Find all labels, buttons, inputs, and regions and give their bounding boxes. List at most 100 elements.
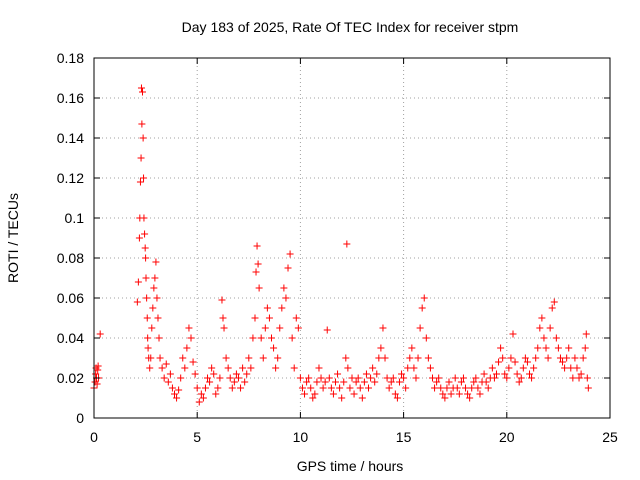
data-point bbox=[195, 398, 203, 406]
data-point bbox=[143, 294, 151, 302]
data-point bbox=[582, 330, 590, 338]
data-point bbox=[96, 330, 104, 338]
x-tick-label: 5 bbox=[193, 429, 201, 445]
data-point bbox=[369, 364, 377, 372]
data-point bbox=[292, 314, 300, 322]
data-point bbox=[412, 374, 420, 382]
data-point bbox=[234, 374, 242, 382]
data-point bbox=[142, 274, 150, 282]
data-point bbox=[577, 370, 585, 378]
data-point bbox=[575, 374, 583, 382]
data-point bbox=[445, 378, 453, 386]
data-point bbox=[212, 390, 220, 398]
data-point bbox=[548, 304, 556, 312]
data-point bbox=[298, 384, 306, 392]
data-point bbox=[447, 390, 455, 398]
data-point bbox=[329, 390, 337, 398]
data-point bbox=[179, 354, 187, 362]
data-point bbox=[517, 374, 525, 382]
data-point bbox=[472, 374, 480, 382]
data-point bbox=[286, 250, 294, 258]
data-point bbox=[443, 384, 451, 392]
grid-lines bbox=[94, 58, 610, 418]
data-point bbox=[278, 304, 286, 312]
data-point bbox=[362, 370, 370, 378]
data-point bbox=[567, 364, 575, 372]
data-point bbox=[218, 296, 226, 304]
data-point bbox=[563, 354, 571, 362]
data-point bbox=[476, 390, 484, 398]
data-point bbox=[201, 384, 209, 392]
data-point bbox=[509, 330, 517, 338]
data-point bbox=[379, 324, 387, 332]
data-point bbox=[536, 324, 544, 332]
data-point bbox=[336, 384, 344, 392]
x-tick-label: 10 bbox=[293, 429, 309, 445]
data-point bbox=[135, 234, 143, 242]
data-point bbox=[334, 370, 342, 378]
data-point bbox=[348, 374, 356, 382]
y-tick-label: 0.02 bbox=[57, 370, 84, 386]
data-point bbox=[173, 394, 181, 402]
y-tick-label: 0.06 bbox=[57, 290, 84, 306]
data-point bbox=[581, 344, 589, 352]
data-point bbox=[276, 324, 284, 332]
data-point bbox=[323, 326, 331, 334]
data-point bbox=[375, 354, 383, 362]
data-point bbox=[497, 344, 505, 352]
x-tick-labels: 0 5 10 15 20 25 bbox=[90, 429, 618, 445]
data-point bbox=[453, 384, 461, 392]
data-point bbox=[94, 362, 102, 370]
data-point bbox=[441, 394, 449, 402]
data-point bbox=[251, 314, 259, 322]
x-tick-label: 0 bbox=[90, 429, 98, 445]
data-point bbox=[550, 298, 558, 306]
data-point bbox=[433, 378, 441, 386]
data-point bbox=[253, 242, 261, 250]
data-point bbox=[515, 378, 523, 386]
data-point bbox=[208, 364, 216, 372]
data-point bbox=[503, 374, 511, 382]
data-point bbox=[239, 364, 247, 372]
data-point bbox=[133, 298, 141, 306]
y-tick-label: 0.1 bbox=[65, 210, 85, 226]
data-point bbox=[154, 314, 162, 322]
data-point bbox=[268, 334, 276, 342]
data-point bbox=[288, 334, 296, 342]
data-point bbox=[214, 384, 222, 392]
plot-frame bbox=[93, 57, 611, 419]
data-point bbox=[410, 364, 418, 372]
data-point bbox=[343, 240, 351, 248]
data-point bbox=[538, 314, 546, 322]
data-point bbox=[296, 374, 304, 382]
data-point bbox=[245, 354, 253, 362]
data-point bbox=[137, 84, 145, 92]
data-point bbox=[141, 230, 149, 238]
data-point bbox=[210, 370, 218, 378]
y-tick-label: 0.16 bbox=[57, 90, 84, 106]
y-tick-labels: 0 0.02 0.04 0.06 0.08 0.1 0.12 0.14 0.16 0.18 bbox=[57, 50, 84, 426]
data-point bbox=[274, 354, 282, 362]
data-point bbox=[272, 364, 280, 372]
data-point bbox=[488, 364, 496, 372]
data-point bbox=[249, 334, 257, 342]
data-point bbox=[301, 390, 309, 398]
data-point bbox=[426, 364, 434, 372]
data-point bbox=[393, 394, 401, 402]
data-point bbox=[513, 370, 521, 378]
data-point bbox=[464, 390, 472, 398]
data-point bbox=[400, 374, 408, 382]
data-point bbox=[583, 374, 591, 382]
data-point bbox=[311, 390, 319, 398]
axis-ticks bbox=[93, 57, 611, 419]
data-point bbox=[482, 378, 490, 386]
data-point bbox=[222, 354, 230, 362]
data-point bbox=[254, 260, 262, 268]
data-point bbox=[166, 370, 174, 378]
data-point bbox=[92, 370, 100, 378]
data-point bbox=[164, 378, 172, 386]
data-point bbox=[237, 384, 245, 392]
data-point bbox=[226, 374, 234, 382]
data-point bbox=[270, 344, 278, 352]
data-point bbox=[354, 374, 362, 382]
